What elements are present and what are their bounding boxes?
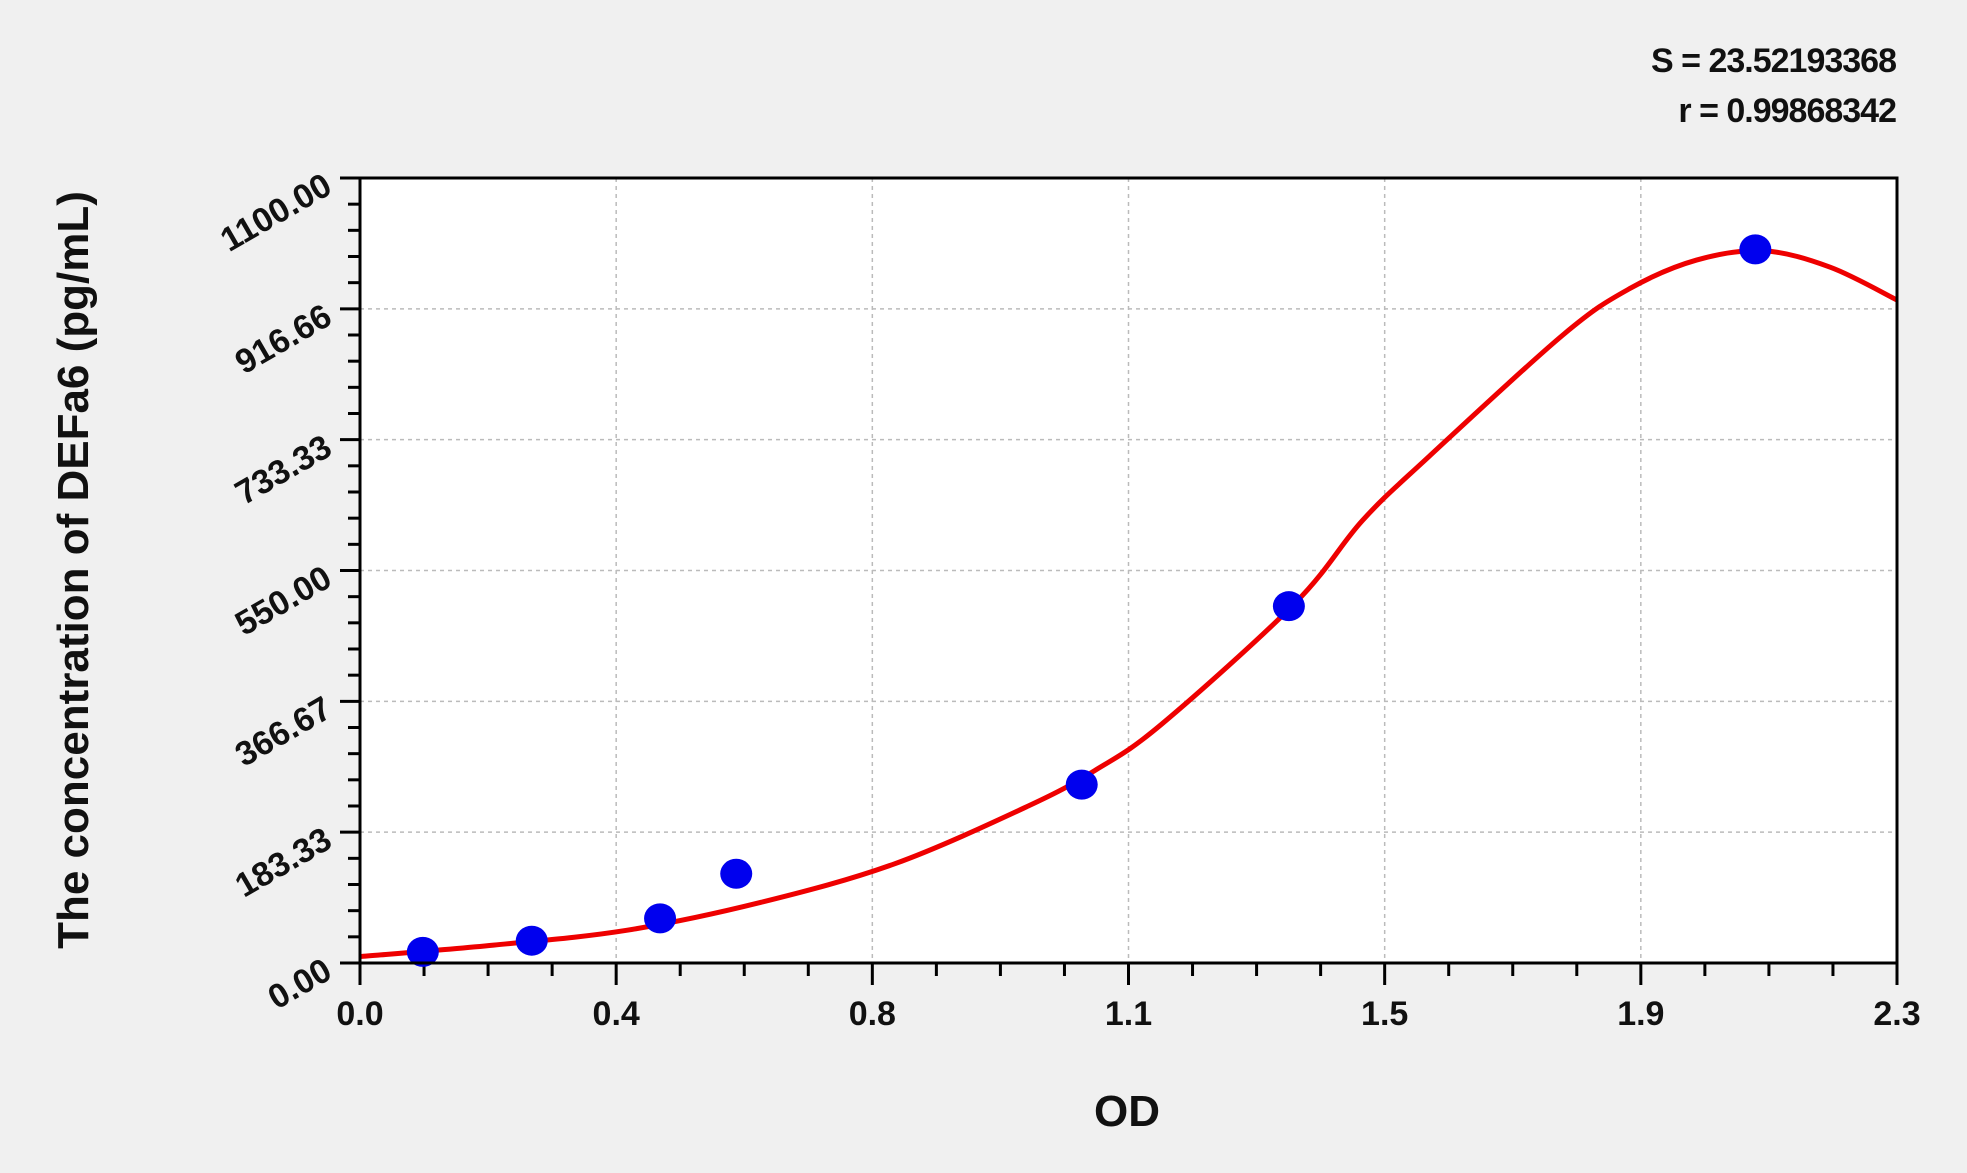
data-point	[720, 858, 753, 889]
y-tick-label: 366.67	[229, 689, 338, 774]
data-point	[1272, 591, 1305, 622]
data-points	[406, 234, 1772, 967]
x-tick-label: 0.8	[849, 995, 896, 1033]
y-tick-label: 1100.00	[214, 166, 338, 259]
x-tick-labels: 0.0 0.4 0.8 1.1 1.5 1.9 2.3	[336, 995, 1920, 1033]
fit-curve	[359, 248, 1899, 960]
y-tick-labels: 0.00 183.33 366.67 550.00 733.33 916.66 1100.0…	[214, 166, 338, 1017]
data-point	[1065, 769, 1098, 800]
y-tick-label: 550.00	[229, 559, 338, 644]
data-point	[406, 936, 439, 967]
data-point	[1739, 234, 1772, 265]
x-tick-label: 0.4	[593, 995, 640, 1033]
y-tick-label: 916.66	[229, 297, 338, 382]
x-tick-label: 1.5	[1361, 995, 1408, 1033]
x-tick-label: 1.9	[1617, 995, 1664, 1033]
plot-frame	[358, 176, 1899, 965]
y-tick-label: 733.33	[229, 428, 338, 513]
grid	[360, 178, 1897, 963]
y-tick-label: 183.33	[229, 820, 338, 905]
data-point	[515, 925, 548, 956]
data-point	[644, 903, 677, 934]
x-tick-label: 0.0	[336, 995, 383, 1033]
s-value: S = 23.52193368	[1651, 42, 1897, 80]
x-tick-label: 1.1	[1105, 995, 1152, 1033]
y-axis-title: The concentration of DEFa6 (pg/mL)	[49, 191, 98, 949]
r-value: r = 0.99868342	[1678, 92, 1897, 130]
y-tick-label: 0.00	[262, 951, 338, 1017]
x-axis-title: OD	[1094, 1087, 1160, 1136]
x-tick-label: 2.3	[1873, 995, 1920, 1033]
